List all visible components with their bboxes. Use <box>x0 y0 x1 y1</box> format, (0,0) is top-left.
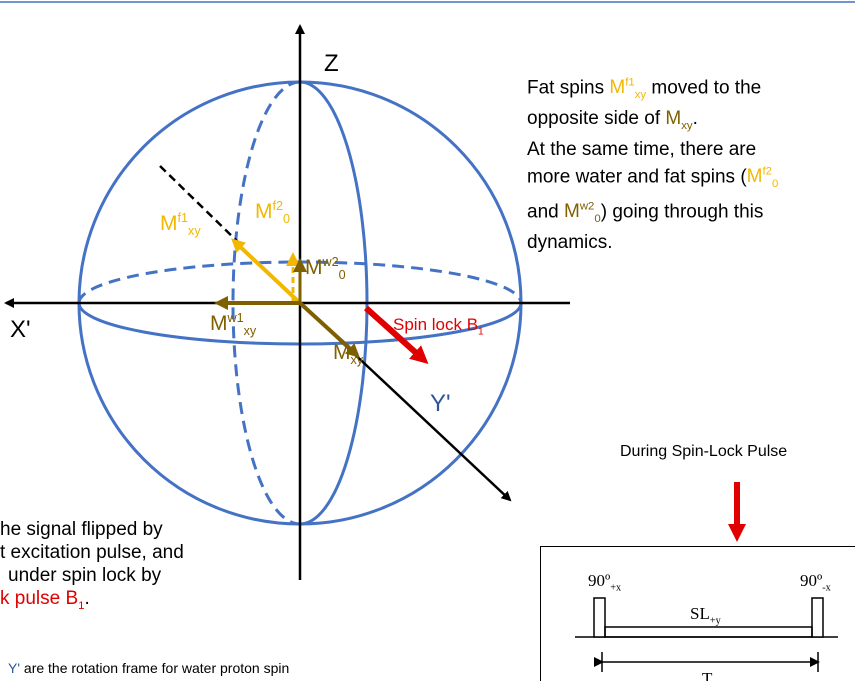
sup: w2 <box>323 255 339 269</box>
sup: w1 <box>228 311 244 325</box>
text: under spin lock by <box>8 565 161 586</box>
pulse-90x <box>594 598 605 637</box>
sub: +y <box>710 615 721 626</box>
m: M <box>564 201 580 222</box>
text: SL <box>690 604 710 623</box>
sub: +x <box>610 582 621 593</box>
pulse-title: During Spin-Lock Pulse <box>620 444 787 460</box>
m: M <box>255 200 273 223</box>
sub: xy <box>635 89 646 101</box>
m: M <box>333 341 351 364</box>
sub: 0 <box>339 268 346 282</box>
sup: f1 <box>625 77 635 89</box>
vector-fat-f1 <box>234 241 300 303</box>
sup: f2 <box>762 166 772 178</box>
m: M <box>609 77 625 98</box>
label-mxy: Mxy <box>333 342 363 367</box>
y-label: Y' <box>430 392 451 416</box>
slide: Z X' Y' Mf1xy Mf20 Mw20 Mw1xy Mxy Spin l… <box>0 0 855 681</box>
x-label: X' <box>10 318 31 342</box>
text: ) going through this <box>601 201 764 222</box>
sup: f1 <box>178 211 189 225</box>
pulse-90mx <box>812 598 823 637</box>
z-label: Z <box>324 52 339 76</box>
text: Y' <box>8 660 20 676</box>
text: k pulse B <box>0 588 78 609</box>
text: . <box>85 588 90 609</box>
sub: -x <box>822 582 831 593</box>
text: he signal flipped by <box>0 519 163 540</box>
m: M <box>665 108 681 129</box>
footer: Y' are the rotation frame for water prot… <box>8 661 289 675</box>
text: more water and fat spins ( <box>527 166 747 187</box>
sl-label: SL+y <box>690 605 721 627</box>
sub: 0 <box>283 212 290 226</box>
sub: xy <box>681 120 692 132</box>
m: M <box>160 212 178 235</box>
pulse-label: 90º+x <box>588 572 621 594</box>
text: t excitation pulse, and <box>0 542 184 563</box>
m: M <box>305 256 323 279</box>
text: moved to the <box>646 77 761 98</box>
sub: 1 <box>478 326 484 337</box>
m: M <box>747 166 763 187</box>
sub: xy <box>244 324 257 338</box>
pulse-label: 90º-x <box>800 572 831 594</box>
right-note: Fat spins Mf1xy moved to the opposite si… <box>527 72 778 254</box>
m: M <box>210 312 228 335</box>
label-mf20: Mf20 <box>255 200 290 226</box>
spin-lock-label: Spin lock B1 <box>393 316 484 338</box>
sub: xy <box>351 353 364 367</box>
spin-lock-pulse <box>605 627 812 637</box>
text: Spin lock B <box>393 315 478 334</box>
text: opposite side of <box>527 108 665 129</box>
text: 90º <box>800 571 822 590</box>
text: are the rotation frame for water proton … <box>20 660 289 676</box>
sup: w2 <box>580 201 595 213</box>
sub: xy <box>188 224 201 238</box>
left-note: he signal flipped by t excitation pulse,… <box>0 518 184 618</box>
t-label: T <box>702 670 712 681</box>
text: 90º <box>588 571 610 590</box>
sub: 0 <box>772 178 778 190</box>
label-mw1xy: Mw1xy <box>210 312 256 338</box>
label-mf1xy: Mf1xy <box>160 212 201 238</box>
text: At the same time, there are <box>527 139 756 160</box>
label-mw20: Mw20 <box>305 256 346 282</box>
sup: f2 <box>273 199 284 213</box>
text: dynamics. <box>527 232 613 253</box>
text: and <box>527 201 564 222</box>
text: Fat spins <box>527 77 609 98</box>
text: . <box>693 108 698 129</box>
